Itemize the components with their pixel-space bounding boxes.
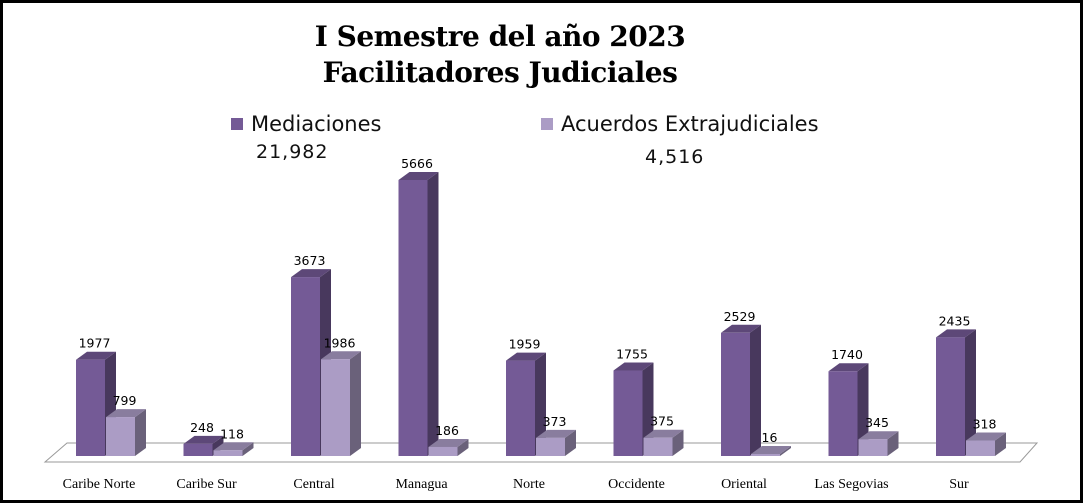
data-label-mediaciones-las-segovias: 1740 (831, 347, 863, 362)
x-tick-label-occidente: Occidente (608, 477, 665, 492)
bar-side-mediaciones-managua (427, 172, 439, 456)
bar-acuerdos-extrajudiciales-occidente (643, 437, 673, 456)
data-label-mediaciones-caribe-norte: 1977 (79, 336, 111, 351)
bar-top-acuerdos-extrajudiciales-caribe-norte (106, 409, 146, 418)
bar-top-mediaciones-sur (936, 329, 976, 338)
bar-top-acuerdos-extrajudiciales-las-segovias (858, 431, 899, 440)
bar-acuerdos-extrajudiciales-las-segovias (858, 439, 888, 456)
legend-swatch-acuerdos (541, 118, 553, 130)
bar-side-mediaciones-norte (535, 352, 546, 456)
bar-top-acuerdos-extrajudiciales-caribe-sur (213, 442, 254, 451)
bar-side-acuerdos-extrajudiciales-central (350, 351, 361, 456)
bar-acuerdos-extrajudiciales-caribe-norte (106, 417, 135, 456)
bar-top-mediaciones-caribe-sur (183, 435, 224, 444)
bar-mediaciones-central (291, 277, 320, 456)
chart-subtitle: Facilitadores Judiciales (322, 56, 678, 89)
bar-side-acuerdos-extrajudiciales-managua (457, 438, 469, 456)
bar-side-acuerdos-extrajudiciales-norte (565, 429, 576, 456)
bar-side-acuerdos-extrajudiciales-caribe-norte (135, 409, 146, 456)
bar-mediaciones-norte (506, 360, 535, 456)
bar-top-acuerdos-extrajudiciales-managua (428, 438, 469, 447)
x-tick-label-caribe-sur: Caribe Sur (176, 477, 237, 492)
bar-side-mediaciones-sur (965, 329, 976, 456)
legend-item-mediaciones: Mediaciones (231, 111, 381, 137)
bar-top-mediaciones-oriental (721, 324, 761, 333)
data-label-mediaciones-caribe-sur: 248 (190, 420, 214, 435)
legend-total-mediaciones: 21,982 (256, 141, 329, 163)
data-label-acuerdos-extrajudiciales-oriental: 16 (762, 430, 778, 445)
bar-top-acuerdos-extrajudiciales-central (321, 351, 361, 360)
bar-top-acuerdos-extrajudiciales-occidente (643, 429, 684, 438)
bar-top-mediaciones-norte (506, 352, 546, 361)
legend-label-acuerdos: Acuerdos Extrajudiciales (561, 112, 819, 136)
data-label-acuerdos-extrajudiciales-norte: 373 (543, 414, 567, 429)
bar-mediaciones-caribe-sur (183, 443, 213, 456)
x-tick-label-oriental: Oriental (721, 477, 767, 492)
data-label-acuerdos-extrajudiciales-occidente: 375 (650, 414, 674, 429)
bar-top-mediaciones-las-segovias (828, 363, 869, 372)
bar-side-mediaciones-las-segovias (857, 363, 869, 456)
data-label-mediaciones-central: 3673 (294, 253, 326, 268)
bar-acuerdos-extrajudiciales-oriental (751, 454, 780, 456)
legend-item-acuerdos: Acuerdos Extrajudiciales (541, 111, 819, 137)
legend-label-mediaciones: Mediaciones (251, 112, 382, 136)
bar-mediaciones-oriental (721, 332, 750, 456)
bar-side-mediaciones-oriental (750, 324, 761, 456)
data-label-mediaciones-norte: 1959 (509, 337, 541, 352)
data-label-mediaciones-sur: 2435 (939, 313, 971, 328)
data-label-acuerdos-extrajudiciales-las-segovias: 345 (865, 415, 889, 430)
bar-side-acuerdos-extrajudiciales-sur (995, 432, 1006, 456)
x-tick-label-caribe-norte: Caribe Norte (63, 477, 136, 492)
bar-acuerdos-extrajudiciales-sur (966, 440, 995, 456)
bar-side-acuerdos-extrajudiciales-oriental (780, 446, 791, 456)
x-tick-label-sur: Sur (949, 477, 969, 492)
bar-acuerdos-extrajudiciales-managua (428, 446, 458, 456)
bar-mediaciones-caribe-norte (76, 359, 105, 456)
bar-acuerdos-extrajudiciales-norte (536, 437, 565, 456)
x-tick-label-las-segovias: Las Segovias (814, 477, 888, 492)
bar-acuerdos-extrajudiciales-caribe-sur (213, 450, 243, 456)
x-tick-label-norte: Norte (513, 477, 545, 492)
bar-top-mediaciones-managua (398, 172, 439, 180)
legend-total-acuerdos: 4,516 (645, 146, 705, 168)
data-label-mediaciones-managua: 5666 (401, 156, 433, 171)
bar-top-mediaciones-occidente (613, 362, 654, 371)
bar-side-acuerdos-extrajudiciales-las-segovias (887, 431, 899, 456)
data-label-mediaciones-occidente: 1755 (616, 347, 648, 362)
data-label-mediaciones-oriental: 2529 (724, 309, 756, 324)
data-label-acuerdos-extrajudiciales-central: 1986 (324, 335, 356, 350)
bar-side-acuerdos-extrajudiciales-caribe-sur (242, 442, 254, 456)
bar-top-acuerdos-extrajudiciales-oriental (751, 446, 791, 454)
bar-top-acuerdos-extrajudiciales-sur (966, 432, 1006, 441)
data-label-acuerdos-extrajudiciales-caribe-norte: 799 (113, 393, 137, 408)
bar-acuerdos-extrajudiciales-central (321, 359, 350, 456)
bar-mediaciones-managua (398, 180, 428, 456)
bar-mediaciones-sur (936, 337, 965, 456)
legend-swatch-mediaciones (231, 118, 243, 130)
bar-side-acuerdos-extrajudiciales-occidente (672, 429, 684, 456)
x-tick-label-central: Central (293, 477, 334, 492)
x-tick-label-managua: Managua (395, 477, 448, 492)
bar-top-mediaciones-central (291, 269, 331, 278)
bar-top-acuerdos-extrajudiciales-norte (536, 429, 576, 438)
bar-top-mediaciones-caribe-norte (76, 351, 116, 360)
bar-mediaciones-las-segovias (828, 371, 858, 456)
chart-title: I Semestre del año 2023 (314, 20, 686, 53)
bar-mediaciones-occidente (613, 370, 643, 456)
data-label-acuerdos-extrajudiciales-caribe-sur: 118 (220, 426, 244, 441)
data-label-acuerdos-extrajudiciales-sur: 318 (973, 417, 997, 432)
data-label-acuerdos-extrajudiciales-managua: 186 (435, 423, 459, 438)
